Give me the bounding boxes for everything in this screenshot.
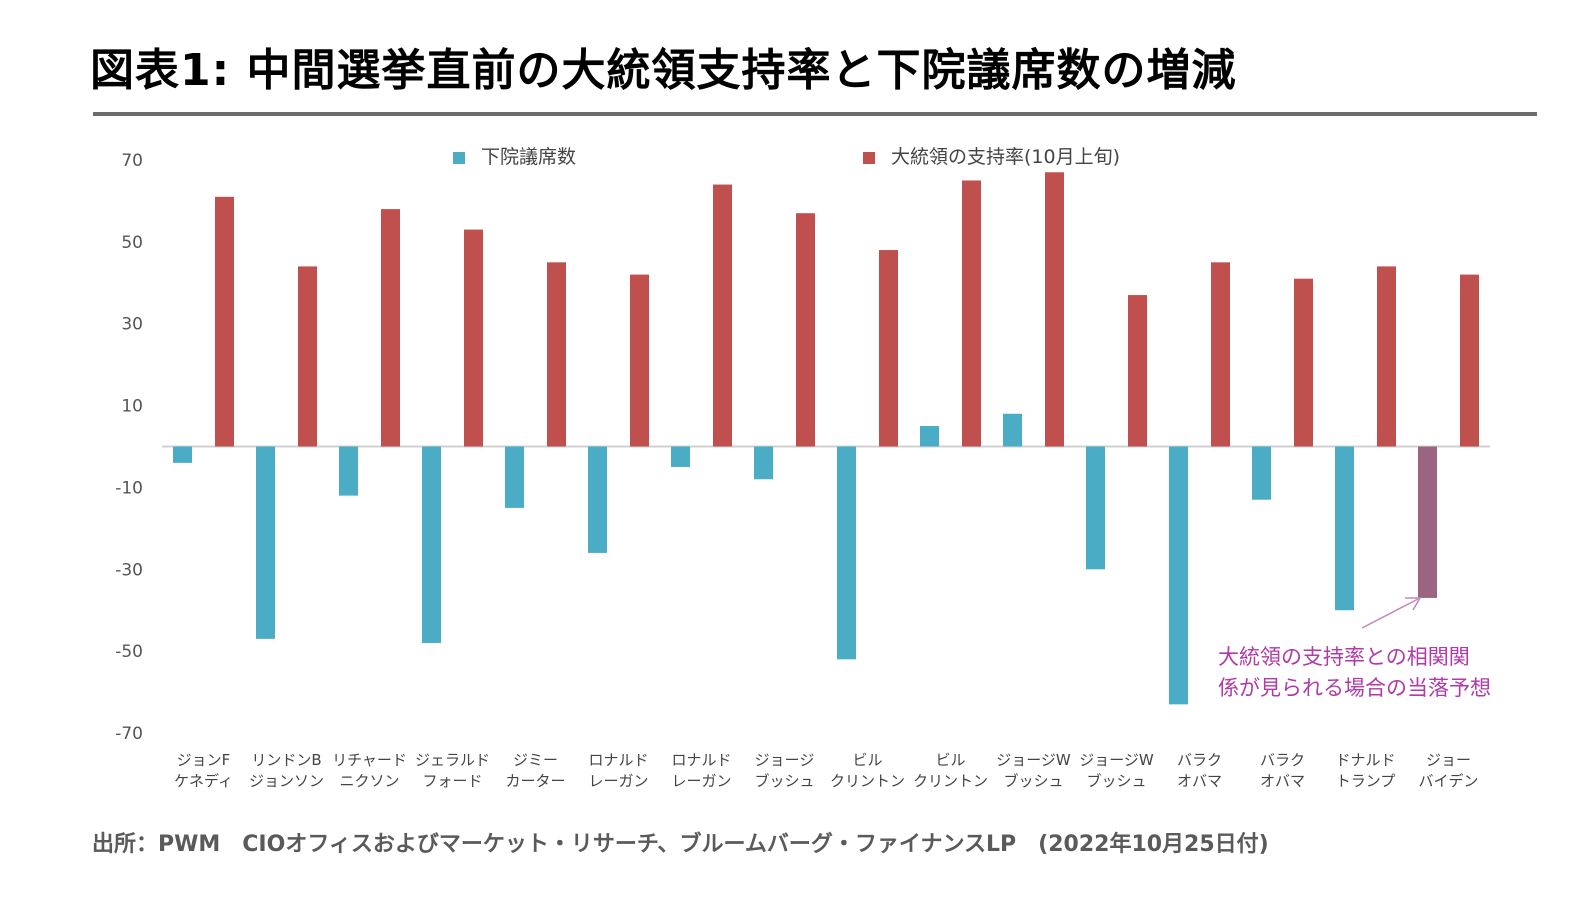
bar-approval-rating [1211,262,1230,447]
category-label: リンドンB ジョンソン [249,751,324,790]
bar-house-seats [671,446,690,467]
bar-approval-rating [381,209,400,447]
y-tick-label: 30 [121,315,143,335]
bar-house-seats [422,446,441,643]
bar-approval-rating [713,184,732,447]
bar-house-seats [920,426,939,447]
y-tick-label: -10 [115,478,143,498]
bar-approval-rating [879,250,898,447]
bar-approval-rating [1294,278,1313,447]
category-label: バラクオバマ [1260,751,1305,790]
bar-approval-rating [962,180,981,447]
bar-approval-rating [464,229,483,447]
bar-approval-rating [215,196,234,447]
legend-swatch [453,152,465,164]
legend: 下院議席数 大統領の支持率(10月上旬) [453,146,1120,168]
y-tick-label: 50 [121,233,143,253]
y-tick-label: -70 [115,724,143,744]
bar-approval-rating [298,266,317,447]
bar-house-seats [505,446,524,508]
bar-house-seats [173,446,192,463]
bar-approval-rating [1460,274,1479,447]
bar-house-seats [1252,446,1271,500]
bar-approval-rating [1377,266,1396,447]
category-label: ジョージW ブッシュ [996,751,1071,790]
category-label: ジョーバイデン [1418,751,1478,790]
bar-approval-rating [630,274,649,447]
bar-house-seats [339,446,358,496]
category-label: ビルクリントン [830,751,905,790]
category-label: ロナルドレーガン [588,751,648,790]
legend-label: 大統領の支持率(10月上旬) [891,146,1120,168]
bar-approval-rating [1045,172,1064,447]
bar-house-seats [256,446,275,639]
legend-swatch [863,152,875,164]
bar-house-seats [1335,446,1354,611]
y-tick-label: 70 [121,151,143,171]
category-label: ジミーカーター [505,751,565,790]
category-label: ジョージW ブッシュ [1079,751,1154,790]
source-note: 出所：PWM CIOオフィスおよびマーケット・リサーチ、ブルームバーグ・ファイナ… [92,832,1269,857]
bar-house-seats [588,446,607,553]
annotation-arrow [1361,598,1419,629]
category-label: ジョンF ケネディ [174,751,233,790]
bar-house-seats [1169,446,1188,705]
category-label: ジェラルドフォード [415,751,490,790]
bar-approval-rating [547,262,566,447]
y-tick-label: -30 [115,560,143,580]
bar-house-seats [1003,413,1022,447]
bar-approval-rating [1128,295,1147,447]
bar-approval-rating [796,213,815,447]
page-title: 図表1: 中間選挙直前の大統領支持率と下院議席数の増減 [90,45,1237,96]
bar-house-seats [754,446,773,480]
category-label: ジョージブッシュ [754,751,814,790]
category-label: リチャードニクソン [332,751,407,790]
category-label: ビルクリントン [913,751,988,790]
bars [173,172,1479,705]
bar-house-seats [837,446,856,660]
title-divider [93,112,1537,116]
annotation-text: 大統領の支持率との相関関 [1218,645,1470,669]
category-label: バラクオバマ [1177,751,1222,790]
y-axis-ticks: 70 50 30 10 -10 -30 -50 -70 [115,151,143,744]
category-label: ドナルドトランプ [1335,751,1395,790]
legend-label: 下院議席数 [481,146,576,168]
y-tick-label: 10 [121,397,143,417]
category-label: ロナルドレーガン [671,751,731,790]
y-tick-label: -50 [115,642,143,662]
annotation-arrowhead [1405,597,1422,611]
annotation-text: 係が見られる場合の当落予想 [1218,676,1491,700]
bar-house-seats [1086,446,1105,570]
bar-house-seats [1418,446,1437,598]
